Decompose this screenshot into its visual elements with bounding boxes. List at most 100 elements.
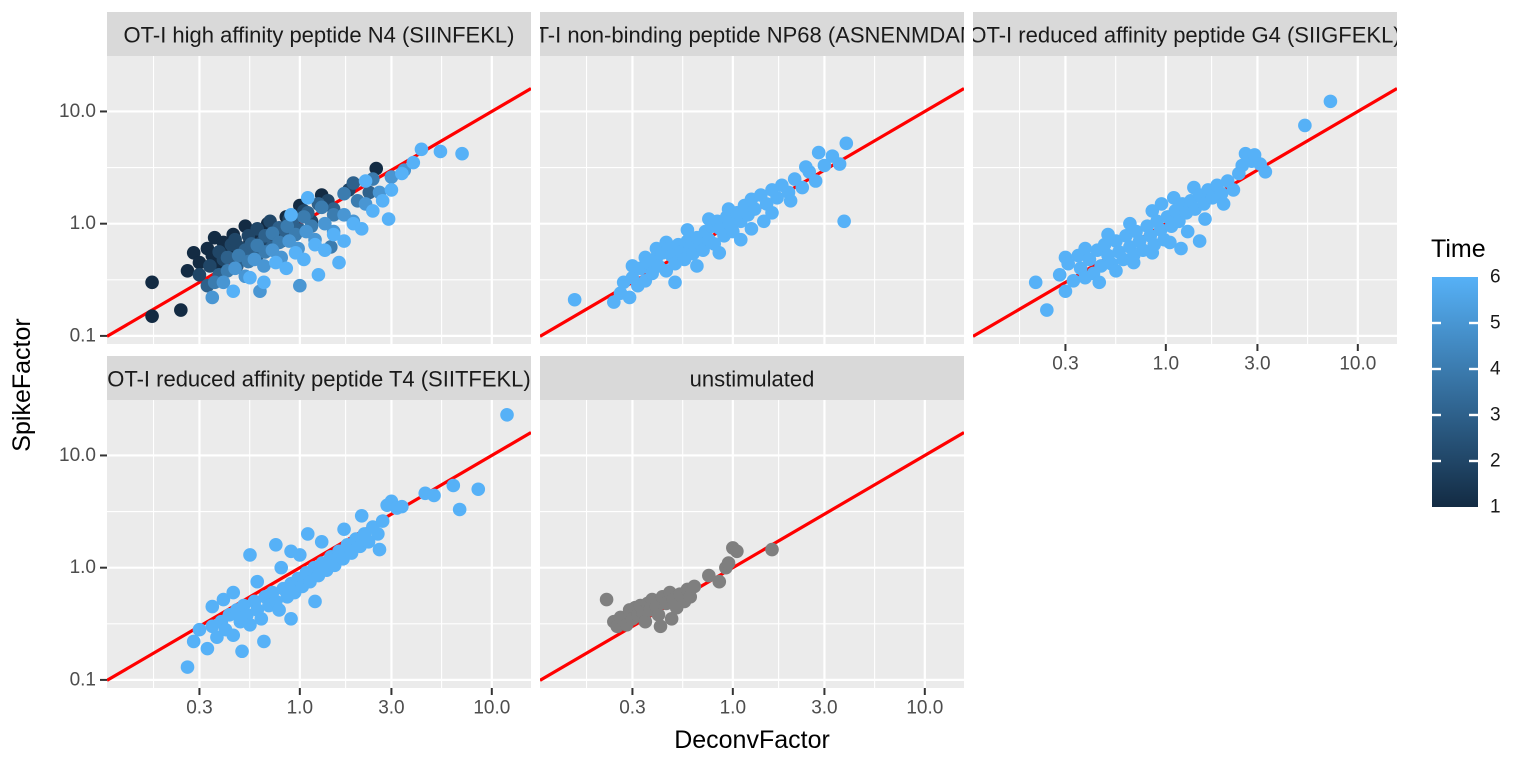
data-point — [243, 270, 257, 285]
legend-colorbar-tick — [1469, 413, 1478, 417]
data-point — [1040, 303, 1054, 317]
data-point — [712, 574, 727, 589]
data-point — [145, 275, 159, 290]
legend-tick-label: 1 — [1490, 497, 1501, 518]
facet-strip: unstimulated — [540, 356, 964, 400]
data-point — [664, 612, 679, 626]
data-point — [1174, 241, 1188, 256]
legend-tick-label: 5 — [1490, 313, 1501, 334]
y-axis-title: SpikeFactor — [8, 318, 36, 451]
facet-panel — [107, 56, 531, 344]
data-point — [471, 482, 486, 497]
data-point — [733, 232, 748, 247]
data-point — [372, 542, 387, 557]
data-point — [1180, 224, 1195, 239]
data-point — [375, 514, 390, 528]
data-point — [696, 243, 710, 258]
data-point — [228, 261, 242, 276]
data-point — [314, 535, 329, 549]
data-point — [293, 278, 307, 293]
data-point — [1163, 235, 1177, 250]
data-point — [254, 612, 269, 626]
data-point — [284, 207, 298, 222]
data-point — [1323, 94, 1338, 109]
data-point — [326, 227, 341, 242]
data-point — [757, 214, 771, 229]
facet-panel — [107, 400, 531, 688]
y-tick-label: 1.0 — [70, 213, 96, 234]
data-point — [314, 200, 329, 215]
data-point — [770, 191, 784, 205]
data-point — [622, 290, 637, 305]
data-point — [1109, 234, 1123, 248]
x-tick-label: 3.0 — [378, 698, 404, 719]
x-tick-label: 10.0 — [1339, 354, 1376, 375]
x-tick-label: 0.3 — [619, 698, 645, 719]
data-point — [446, 478, 461, 493]
data-point — [257, 634, 271, 649]
data-point — [680, 223, 695, 237]
data-point — [384, 170, 399, 184]
data-point — [1198, 212, 1212, 226]
data-point — [279, 261, 294, 276]
data-point — [1092, 275, 1107, 290]
data-point — [1058, 284, 1073, 299]
facet-strip: OT-I reduced affinity peptide T4 (SIITFE… — [107, 356, 531, 400]
data-point — [1145, 204, 1160, 218]
data-point — [361, 535, 376, 549]
data-point — [180, 264, 195, 278]
data-point — [765, 206, 779, 220]
data-point — [203, 259, 217, 273]
data-point — [1154, 197, 1169, 211]
data-point — [369, 161, 384, 176]
data-point — [192, 255, 207, 270]
facet-strip: OT-I non-binding peptide NP68 (ASNENMDAM… — [540, 12, 964, 56]
data-point — [817, 158, 832, 173]
data-point — [795, 180, 810, 195]
identity-line — [107, 431, 531, 682]
y-tick-label: 10.0 — [59, 445, 96, 466]
data-point — [284, 612, 298, 626]
data-point — [384, 183, 399, 197]
data-point — [1028, 275, 1043, 290]
data-point — [346, 176, 361, 190]
data-point — [1226, 183, 1241, 197]
data-point — [337, 522, 351, 537]
data-point — [371, 527, 385, 541]
data-point — [653, 619, 668, 634]
data-point — [205, 290, 220, 305]
data-point — [362, 185, 377, 200]
data-point — [599, 592, 614, 607]
data-point — [297, 252, 311, 267]
data-point — [1258, 164, 1273, 179]
data-point — [1094, 259, 1108, 273]
data-point — [452, 502, 467, 517]
data-point — [1216, 197, 1231, 211]
x-tick-label: 10.0 — [473, 698, 510, 719]
data-point — [300, 527, 315, 541]
data-point — [226, 628, 241, 643]
data-point — [337, 186, 351, 201]
legend-colorbar-tick — [1469, 459, 1478, 463]
data-point — [186, 246, 201, 260]
data-point — [500, 408, 514, 422]
data-point — [231, 248, 246, 263]
facet-strip-background — [973, 12, 1397, 56]
data-point — [250, 574, 265, 589]
legend-tick-label: 6 — [1490, 267, 1501, 288]
legend-colorbar-tick — [1432, 367, 1441, 371]
data-point — [311, 268, 326, 282]
data-point — [395, 166, 409, 181]
data-point — [269, 255, 283, 270]
legend-colorbar-tick — [1432, 413, 1441, 417]
data-point — [226, 284, 241, 299]
facet-panel — [540, 56, 964, 344]
data-point — [297, 210, 311, 224]
strip-title: OT-I reduced affinity peptide G4 (SIIGFE… — [969, 23, 1400, 48]
data-point — [293, 548, 307, 562]
legend-title: Time — [1431, 235, 1486, 263]
data-point — [744, 222, 759, 236]
